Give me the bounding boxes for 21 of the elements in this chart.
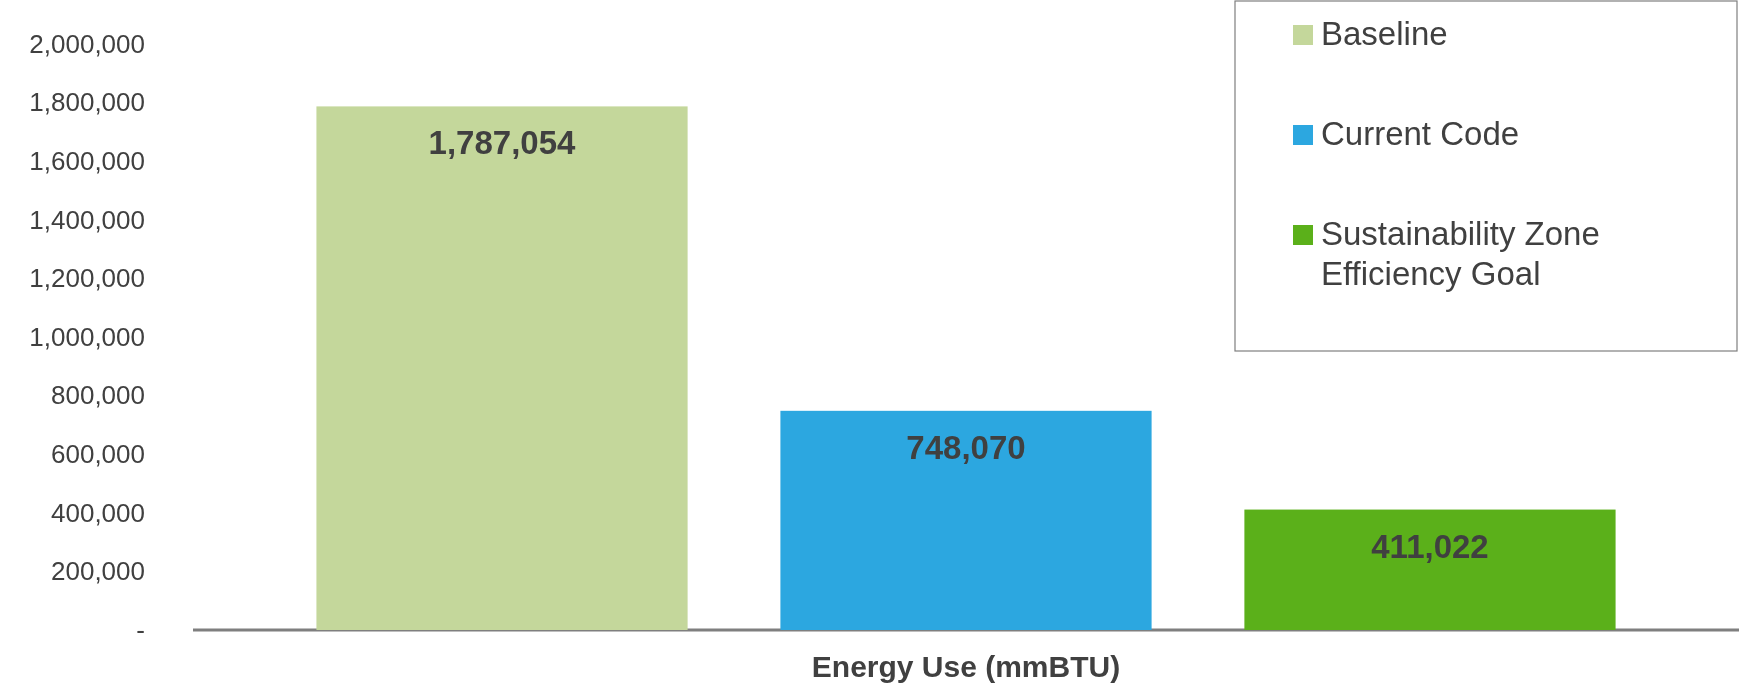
bar [780, 410, 1152, 630]
data-label: 748,070 [906, 428, 1026, 466]
legend-label: Sustainability Zone Efficiency Goal [1321, 215, 1600, 292]
legend-label: Baseline [1321, 15, 1448, 52]
y-tick-label: 1,600,000 [29, 146, 145, 177]
bar [1244, 509, 1616, 630]
x-tick-label: Energy Use (mmBTU) [811, 650, 1121, 684]
data-label: 1,787,054 [428, 124, 577, 162]
legend-label: Current Code [1321, 115, 1520, 152]
y-tick-label: 800,000 [51, 380, 145, 411]
data-label: 411,022 [1371, 527, 1489, 565]
y-tick-label: 200,000 [51, 556, 145, 587]
y-tick-label: 1,400,000 [29, 204, 145, 235]
y-tick-label: 400,000 [51, 497, 145, 528]
y-tick-label: - [136, 614, 145, 645]
bar [316, 106, 688, 630]
y-tick-label: 2,000,000 [29, 28, 145, 59]
y-tick-label: 1,800,000 [29, 87, 145, 118]
y-tick-label: 1,200,000 [29, 263, 145, 294]
y-tick-label: 1,000,000 [29, 321, 145, 352]
y-tick-label: 600,000 [51, 439, 145, 470]
